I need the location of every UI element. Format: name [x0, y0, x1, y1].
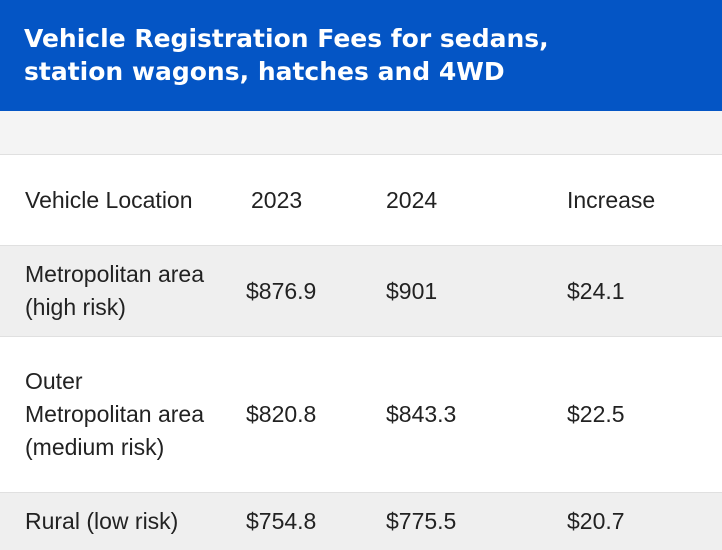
empty-row [0, 111, 722, 155]
table-title: Vehicle Registration Fees for sedans, st… [24, 24, 549, 86]
header-location: Vehicle Location [25, 186, 193, 213]
cell-2023: $876.9 [246, 277, 317, 304]
table-row: Outer Metropolitan area (medium risk) $8… [0, 337, 722, 493]
cell-2023: $820.8 [246, 401, 317, 427]
table-row: Rural (low risk) $754.8 $775.5 $20.7 [0, 493, 722, 550]
table-row: Metropolitan area (high risk) $876.9 $90… [0, 246, 722, 337]
cell-location: Metropolitan area (high risk) [25, 261, 204, 320]
cell-location: Rural (low risk) [25, 508, 179, 534]
cell-2023: $754.8 [246, 508, 317, 534]
table-title-bar: Vehicle Registration Fees for sedans, st… [0, 0, 722, 111]
cell-increase: $24.1 [567, 277, 625, 304]
header-2024: 2024 [386, 186, 438, 213]
table-header-row: Vehicle Location 2023 2024 Increase [0, 155, 722, 246]
cell-2024: $775.5 [386, 508, 457, 534]
header-increase: Increase [567, 186, 656, 213]
cell-2024: $843.3 [386, 401, 457, 427]
cell-increase: $20.7 [567, 508, 625, 534]
cell-increase: $22.5 [567, 401, 625, 427]
cell-2024: $901 [386, 277, 438, 304]
header-2023: 2023 [251, 186, 303, 213]
cell-location: Outer Metropolitan area (medium risk) [25, 368, 204, 460]
